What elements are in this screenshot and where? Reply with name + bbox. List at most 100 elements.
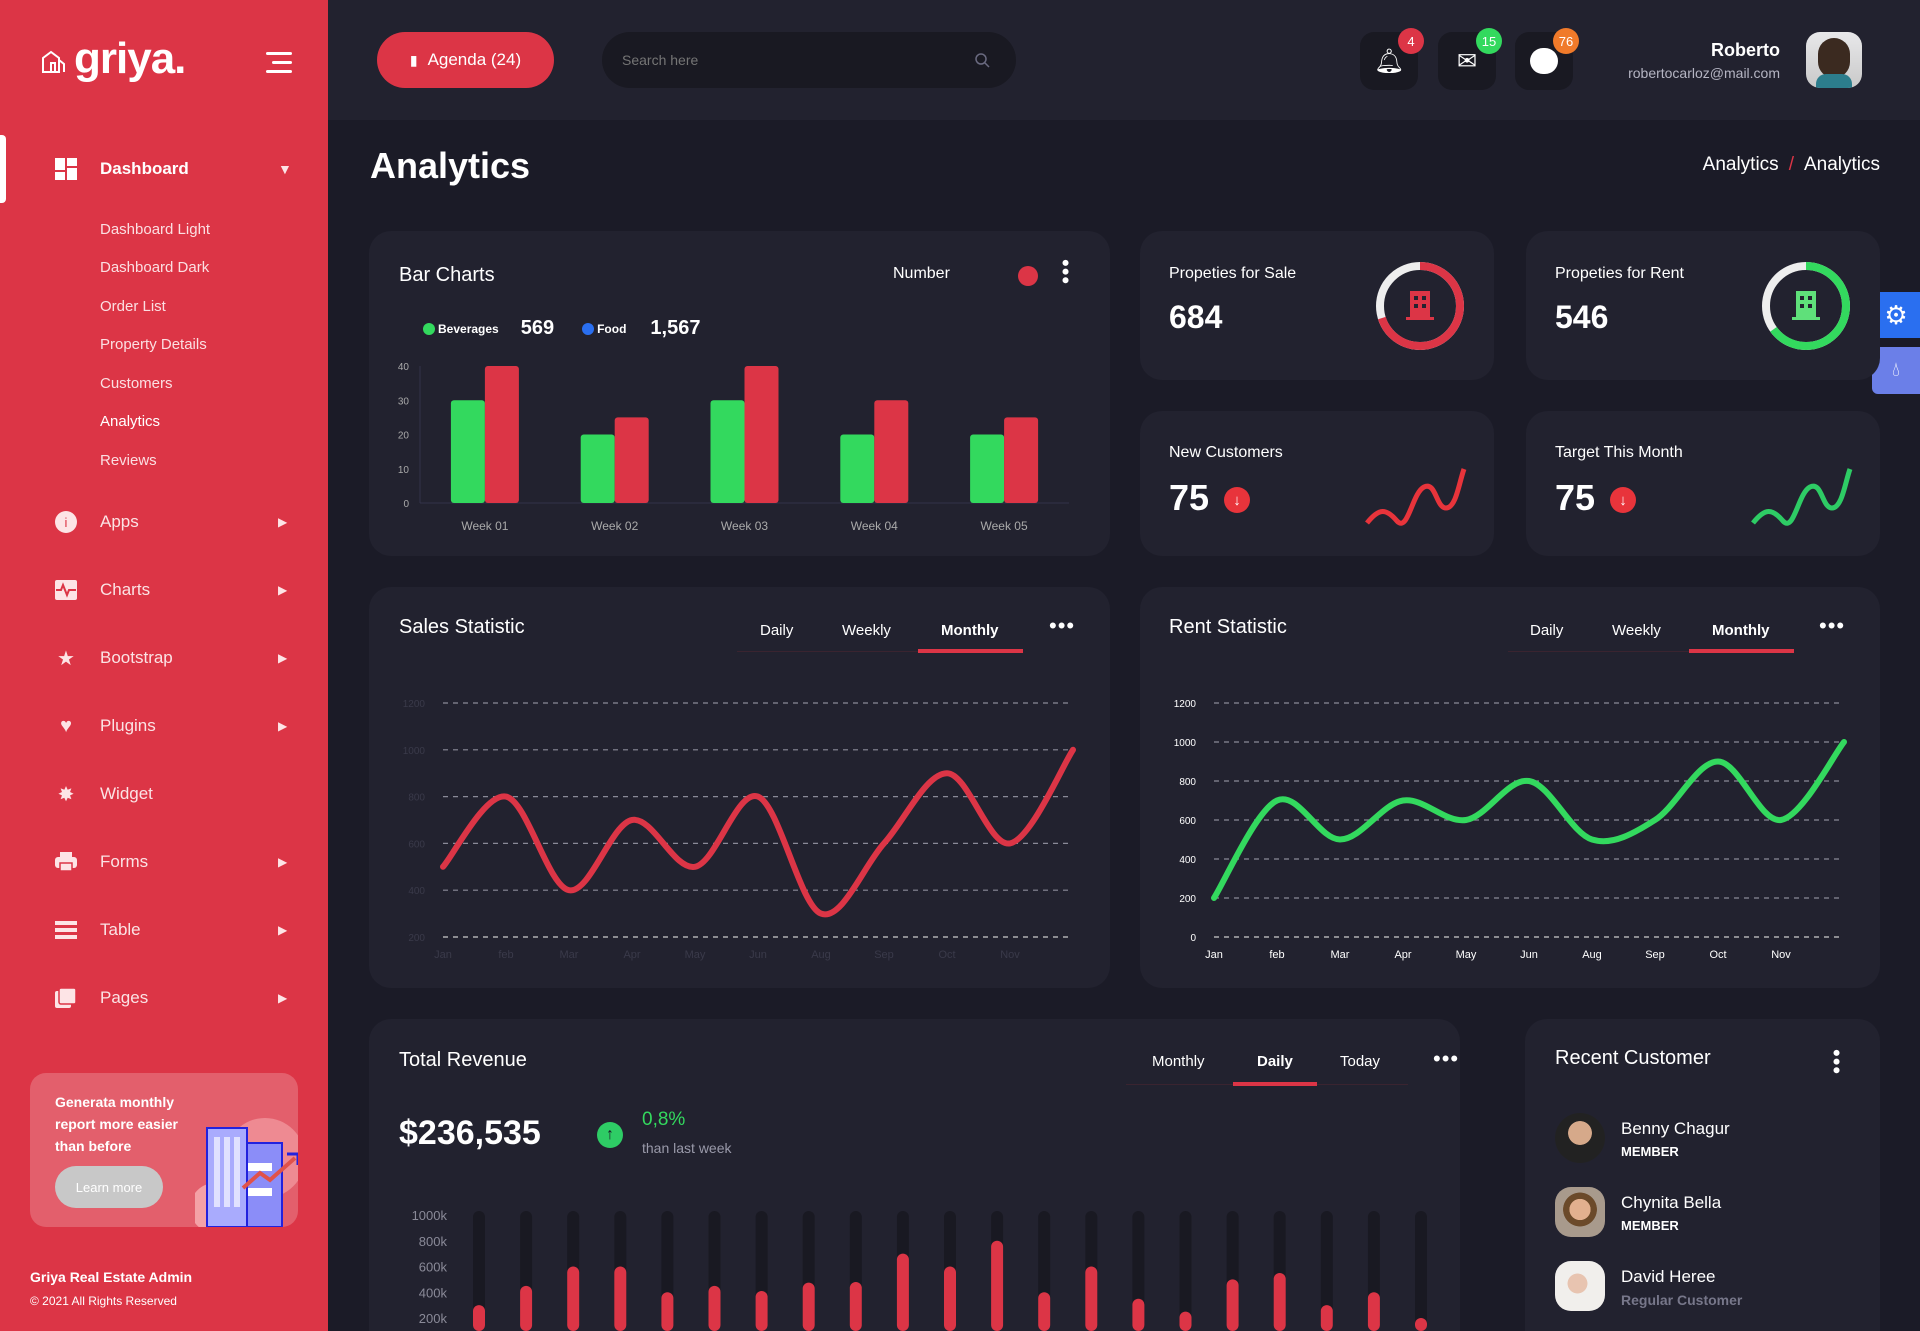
submenu-order-list[interactable]: Order List	[100, 298, 166, 315]
revenue-bar	[1179, 1311, 1192, 1331]
page-title: Analytics	[370, 145, 531, 186]
tab-daily[interactable]: Daily	[1257, 1053, 1293, 1070]
x-tick-label: feb	[1269, 949, 1284, 961]
customer-list-item[interactable]: Chynita Bella MEMBER	[1555, 1187, 1855, 1241]
settings-gear-button[interactable]: ⚙	[1872, 292, 1920, 338]
customer-list-item[interactable]: Benny Chagur MEMBER	[1555, 1113, 1855, 1167]
heart-icon: ♥	[60, 714, 72, 737]
more-options-icon[interactable]: •••	[1824, 1049, 1849, 1076]
bar-green	[450, 400, 485, 503]
sidebar-item-plugins[interactable]: ♥ Plugins ▶	[0, 701, 328, 751]
rent-statistic-card: Rent Statistic Daily Weekly Monthly ••• …	[1140, 587, 1880, 988]
chevron-right-icon: ▶	[278, 923, 288, 937]
red-sparkline	[1365, 468, 1467, 526]
x-tick-label: Week 04	[851, 519, 898, 533]
active-indicator	[0, 135, 6, 203]
sidebar-item-table[interactable]: Table ▶	[0, 905, 328, 955]
sidebar-item-bootstrap[interactable]: ★ Bootstrap ▶	[0, 633, 328, 683]
arrow-down-icon: ↓	[1610, 487, 1636, 513]
breadcrumb-item[interactable]: Analytics	[1702, 154, 1779, 175]
search-input[interactable]	[622, 48, 952, 72]
table-icon	[54, 918, 78, 942]
search-bar[interactable]	[602, 32, 1016, 88]
x-tick-label: Week 05	[981, 519, 1028, 533]
theme-color-button[interactable]: 💧︎	[1872, 347, 1920, 394]
submenu-property-details[interactable]: Property Details	[100, 336, 207, 353]
y-tick-label: 1200	[403, 699, 426, 710]
arrow-down-icon: ↓	[1224, 487, 1250, 513]
sidebar-item-charts[interactable]: Charts ▶	[0, 565, 328, 615]
customer-list-item[interactable]: David Heree Regular Customer	[1555, 1261, 1855, 1315]
stat-label: Propeties for Sale	[1169, 265, 1297, 282]
y-tick-label: 800k	[419, 1234, 448, 1249]
learn-more-button[interactable]: Learn more	[55, 1166, 163, 1208]
x-tick-label: Week 03	[721, 519, 768, 533]
stat-label: Propeties for Rent	[1555, 265, 1684, 282]
y-tick-label: 1200	[1174, 699, 1197, 710]
x-tick-label: Aug	[811, 949, 831, 961]
star-icon: ★	[57, 647, 75, 670]
sidebar-item-pages[interactable]: Pages ▶	[0, 973, 328, 1023]
card-title: Sales Statistic	[399, 616, 525, 638]
x-tick-label: Jun	[1520, 949, 1538, 961]
sales-statistic-card: Sales Statistic Daily Weekly Monthly •••…	[369, 587, 1110, 988]
x-tick-label: Aug	[1582, 949, 1602, 961]
tab-monthly[interactable]: Monthly	[1152, 1053, 1205, 1070]
building-icon	[1406, 291, 1434, 320]
breadcrumb: Analytics / Analytics	[1703, 154, 1880, 176]
y-tick-label: 1000	[1174, 738, 1197, 749]
agenda-button[interactable]: ▮ Agenda (24)	[377, 32, 554, 88]
y-tick-label: 40	[398, 362, 410, 373]
user-name[interactable]: Roberto	[1711, 40, 1780, 60]
sidebar-item-apps[interactable]: i Apps ▶	[0, 497, 328, 547]
x-tick-label: Nov	[1771, 949, 1791, 961]
tab-weekly[interactable]: Weekly	[1612, 622, 1661, 639]
search-icon[interactable]	[974, 52, 990, 68]
chat-bubble-icon	[1530, 48, 1558, 74]
revenue-bar	[708, 1285, 721, 1331]
sidebar-item-dashboard[interactable]: Dashboard ▼	[0, 144, 328, 194]
breadcrumb-current: Analytics	[1803, 154, 1880, 175]
messages-button[interactable]: ✉	[1438, 32, 1496, 90]
bar-red	[1004, 417, 1039, 503]
submenu-analytics[interactable]: Analytics	[100, 413, 161, 430]
x-tick-label: feb	[498, 949, 513, 961]
more-options-icon[interactable]: •••	[1049, 613, 1076, 638]
more-options-icon[interactable]: •••	[1819, 613, 1846, 638]
donut-fill	[1376, 262, 1464, 350]
tab-daily[interactable]: Daily	[760, 622, 794, 639]
stat-value: 546	[1555, 299, 1609, 335]
sidebar-item-forms[interactable]: Forms ▶	[0, 837, 328, 887]
green-sparkline	[1751, 468, 1853, 526]
more-options-icon[interactable]: •••	[1433, 1046, 1460, 1071]
sidebar-item-label: Widget	[100, 784, 153, 803]
more-options-icon[interactable]: •••	[1053, 259, 1078, 286]
sidebar-item-label: Charts	[100, 580, 151, 599]
bar-red	[744, 366, 779, 503]
revenue-bar	[1038, 1292, 1051, 1331]
logo[interactable]: griya.	[74, 34, 186, 83]
bar-green	[840, 434, 875, 503]
tab-weekly[interactable]: Weekly	[842, 622, 891, 639]
sidebar-item-widget[interactable]: ✸ Widget	[0, 769, 328, 819]
tab-monthly[interactable]: Monthly	[941, 622, 999, 639]
hamburger-menu-icon[interactable]	[266, 52, 292, 73]
notifications-button[interactable]: 🔔︎	[1360, 32, 1418, 90]
revenue-change-note: than last week	[642, 1140, 732, 1156]
revenue-bar	[991, 1240, 1004, 1331]
rent-stat-card: Propeties for Rent 546	[1526, 231, 1880, 380]
user-avatar[interactable]	[1806, 32, 1862, 88]
revenue-bar	[1132, 1298, 1145, 1331]
tab-monthly[interactable]: Monthly	[1712, 622, 1770, 639]
tab-daily[interactable]: Daily	[1530, 622, 1564, 639]
gear-icon: ⚙	[1884, 299, 1908, 330]
submenu-customers[interactable]: Customers	[100, 375, 173, 392]
submenu-dashboard-light[interactable]: Dashboard Light	[100, 221, 211, 238]
notification-count-badge: 4	[1398, 28, 1424, 54]
submenu-reviews[interactable]: Reviews	[100, 452, 157, 469]
tab-today[interactable]: Today	[1340, 1053, 1381, 1070]
submenu-dashboard-dark[interactable]: Dashboard Dark	[100, 259, 210, 276]
target-card: Target This Month 75 ↓	[1526, 411, 1880, 556]
number-selector[interactable]: Number	[893, 265, 950, 282]
chevron-right-icon: ▶	[278, 651, 288, 665]
